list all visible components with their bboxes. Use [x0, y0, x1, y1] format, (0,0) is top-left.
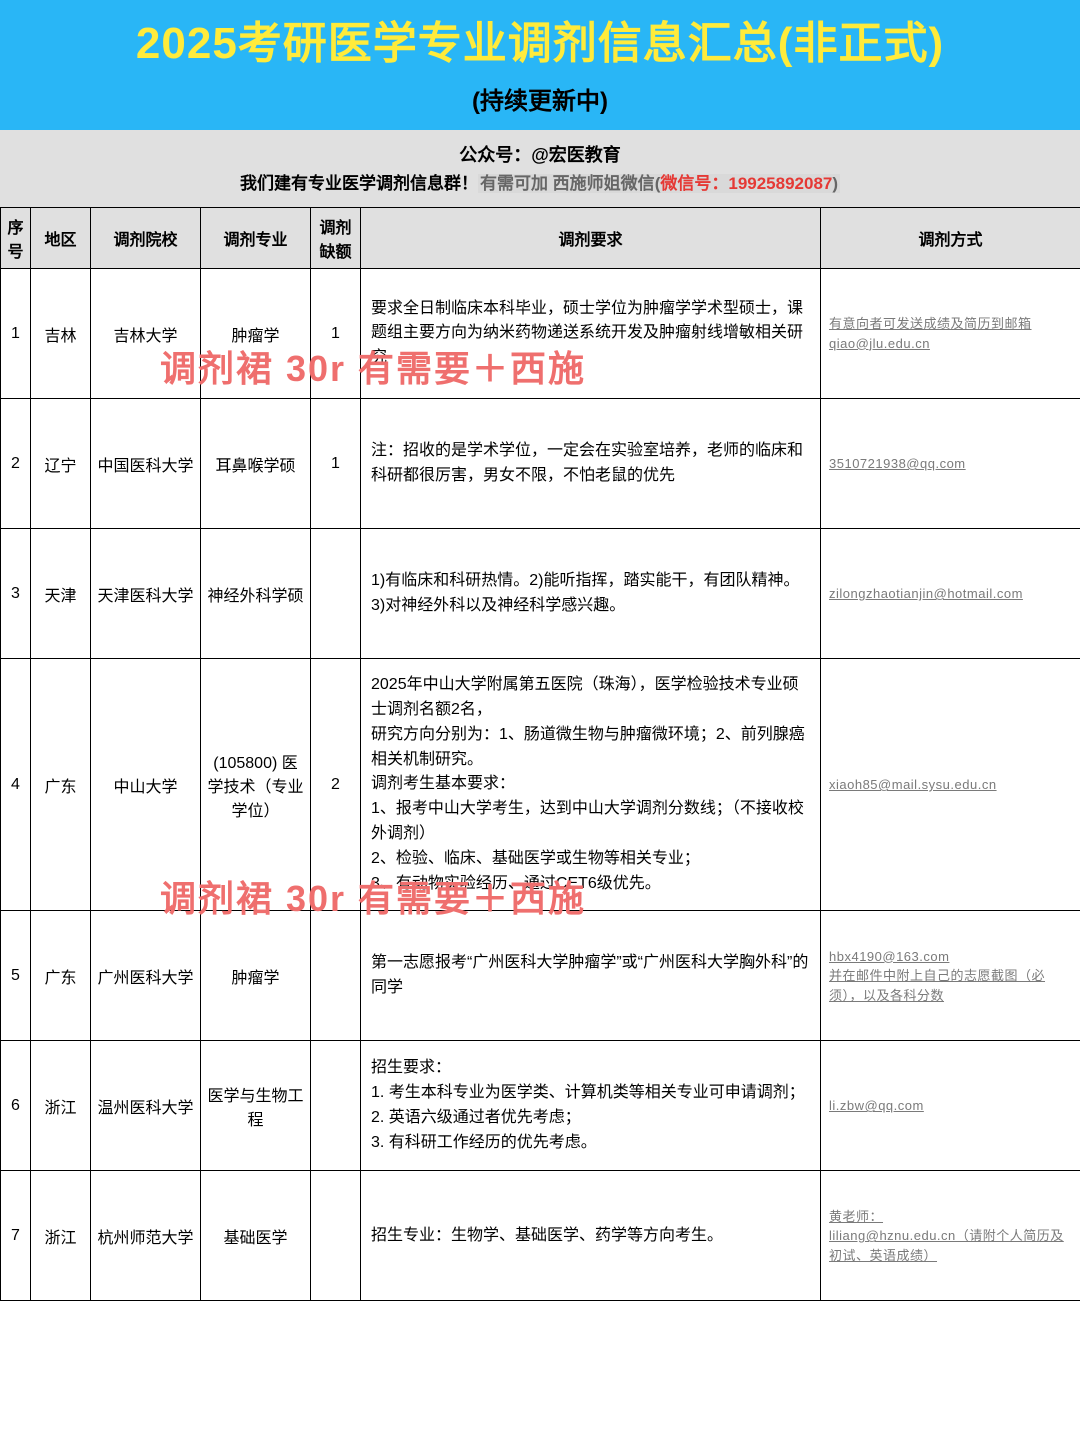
cell-major: 肿瘤学 — [201, 911, 311, 1041]
cell-region: 天津 — [31, 529, 91, 659]
cell-requirement: 第一志愿报考“广州医科大学肿瘤学”或“广州医科大学胸外科”的同学 — [361, 911, 821, 1041]
title-banner: 2025考研医学专业调剂信息汇总(非正式) (持续更新中) — [0, 0, 1080, 130]
col-school: 调剂院校 — [91, 208, 201, 269]
cell-idx: 3 — [1, 529, 31, 659]
cell-idx: 1 — [1, 269, 31, 399]
cell-region: 浙江 — [31, 1041, 91, 1171]
page-root: 2025考研医学专业调剂信息汇总(非正式) (持续更新中) 公众号：@宏医教育 … — [0, 0, 1080, 1301]
cell-school: 广州医科大学 — [91, 911, 201, 1041]
col-region: 地区 — [31, 208, 91, 269]
cell-contact: li.zbw@qq.com — [821, 1041, 1080, 1171]
cell-idx: 7 — [1, 1171, 31, 1301]
cell-requirement: 招生要求：1. 考生本科专业为医学类、计算机类等相关专业可申请调剂；2. 英语六… — [361, 1041, 821, 1171]
table-row: 5广东广州医科大学肿瘤学第一志愿报考“广州医科大学肿瘤学”或“广州医科大学胸外科… — [1, 911, 1080, 1041]
cell-major: 肿瘤学 — [201, 269, 311, 399]
table-row: 1吉林吉林大学肿瘤学1要求全日制临床本科毕业，硕士学位为肿瘤学学术型硕士，课题组… — [1, 269, 1080, 399]
cell-contact: zilongzhaotianjin@hotmail.com — [821, 529, 1080, 659]
cell-contact: 3510721938@qq.com — [821, 399, 1080, 529]
info-line-1: 公众号：@宏医教育 — [10, 140, 1070, 171]
cell-requirement: 招生专业：生物学、基础医学、药学等方向考生。 — [361, 1171, 821, 1301]
info-band: 公众号：@宏医教育 我们建有专业医学调剂信息群！有需可加 西施师姐微信(微信号：… — [0, 130, 1080, 207]
contact-text: zilongzhaotianjin@hotmail.com — [829, 584, 1072, 604]
cell-contact: 黄老师：liliang@hznu.edu.cn（请附个人简历及初试、英语成绩） — [821, 1171, 1080, 1301]
cell-vacancy — [311, 1041, 361, 1171]
table-row: 7浙江杭州师范大学基础医学招生专业：生物学、基础医学、药学等方向考生。黄老师：l… — [1, 1171, 1080, 1301]
cell-major: 神经外科学硕 — [201, 529, 311, 659]
cell-contact: hbx4190@163.com并在邮件中附上自己的志愿截图（必须），以及各科分数 — [821, 911, 1080, 1041]
cell-major: (105800) 医学技术（专业学位） — [201, 659, 311, 911]
contact-text: 黄老师：liliang@hznu.edu.cn（请附个人简历及初试、英语成绩） — [829, 1207, 1072, 1266]
cell-region: 广东 — [31, 911, 91, 1041]
contact-text: xiaoh85@mail.sysu.edu.cn — [829, 775, 1072, 795]
info-line-2: 我们建有专业医学调剂信息群！有需可加 西施师姐微信(微信号：1992589208… — [10, 170, 1070, 199]
cell-region: 广东 — [31, 659, 91, 911]
wechat-label: 微信号： — [660, 174, 728, 193]
col-contact: 调剂方式 — [821, 208, 1080, 269]
col-vacancy: 调剂缺额 — [311, 208, 361, 269]
contact-text: hbx4190@163.com并在邮件中附上自己的志愿截图（必须），以及各科分数 — [829, 947, 1072, 1006]
cell-vacancy: 1 — [311, 269, 361, 399]
cell-school: 天津医科大学 — [91, 529, 201, 659]
cell-requirement: 注：招收的是学术学位，一定会在实验室培养，老师的临床和科研都很厉害，男女不限，不… — [361, 399, 821, 529]
col-requirement: 调剂要求 — [361, 208, 821, 269]
contact-text: li.zbw@qq.com — [829, 1096, 1072, 1116]
page-title: 2025考研医学专业调剂信息汇总(非正式) — [10, 18, 1070, 71]
col-major: 调剂专业 — [201, 208, 311, 269]
page-subtitle: (持续更新中) — [10, 81, 1070, 116]
cell-major: 耳鼻喉学硕 — [201, 399, 311, 529]
cell-contact: xiaoh85@mail.sysu.edu.cn — [821, 659, 1080, 911]
cell-contact: 有意向者可发送成绩及简历到邮箱qiao@jlu.edu.cn — [821, 269, 1080, 399]
table-header-row: 序号 地区 调剂院校 调剂专业 调剂缺额 调剂要求 调剂方式 — [1, 208, 1080, 269]
wechat-number: 19925892087 — [728, 174, 832, 193]
data-table: 序号 地区 调剂院校 调剂专业 调剂缺额 调剂要求 调剂方式 1吉林吉林大学肿瘤… — [0, 207, 1080, 1301]
cell-requirement: 要求全日制临床本科毕业，硕士学位为肿瘤学学术型硕士，课题组主要方向为纳米药物递送… — [361, 269, 821, 399]
cell-school: 杭州师范大学 — [91, 1171, 201, 1301]
cell-school: 温州医科大学 — [91, 1041, 201, 1171]
cell-vacancy — [311, 529, 361, 659]
cell-idx: 6 — [1, 1041, 31, 1171]
col-idx: 序号 — [1, 208, 31, 269]
cell-requirement: 2025年中山大学附属第五医院（珠海），医学检验技术专业硕士调剂名额2名，研究方… — [361, 659, 821, 911]
cell-region: 吉林 — [31, 269, 91, 399]
cell-idx: 4 — [1, 659, 31, 911]
table-row: 2辽宁中国医科大学耳鼻喉学硕1注：招收的是学术学位，一定会在实验室培养，老师的临… — [1, 399, 1080, 529]
info-prefix: 我们建有专业医学调剂信息群！ — [240, 174, 478, 193]
cell-major: 医学与生物工程 — [201, 1041, 311, 1171]
cell-idx: 5 — [1, 911, 31, 1041]
table-row: 4广东中山大学(105800) 医学技术（专业学位）22025年中山大学附属第五… — [1, 659, 1080, 911]
cell-vacancy — [311, 1171, 361, 1301]
info-highlight: 有需可加 西施师姐微信(微信号：19925892087) — [478, 174, 840, 193]
cell-region: 浙江 — [31, 1171, 91, 1301]
cell-vacancy: 2 — [311, 659, 361, 911]
contact-text: 有意向者可发送成绩及简历到邮箱qiao@jlu.edu.cn — [829, 314, 1072, 353]
table-row: 6浙江温州医科大学医学与生物工程招生要求：1. 考生本科专业为医学类、计算机类等… — [1, 1041, 1080, 1171]
cell-region: 辽宁 — [31, 399, 91, 529]
cell-idx: 2 — [1, 399, 31, 529]
cell-school: 吉林大学 — [91, 269, 201, 399]
cell-major: 基础医学 — [201, 1171, 311, 1301]
cell-school: 中国医科大学 — [91, 399, 201, 529]
cell-requirement: 1)有临床和科研热情。2)能听指挥，踏实能干，有团队精神。3)对神经外科以及神经… — [361, 529, 821, 659]
table-body: 1吉林吉林大学肿瘤学1要求全日制临床本科毕业，硕士学位为肿瘤学学术型硕士，课题组… — [1, 269, 1080, 1301]
cell-vacancy — [311, 911, 361, 1041]
cell-school: 中山大学 — [91, 659, 201, 911]
contact-text: 3510721938@qq.com — [829, 454, 1072, 474]
cell-vacancy: 1 — [311, 399, 361, 529]
table-row: 3天津天津医科大学神经外科学硕 1)有临床和科研热情。2)能听指挥，踏实能干，有团… — [1, 529, 1080, 659]
